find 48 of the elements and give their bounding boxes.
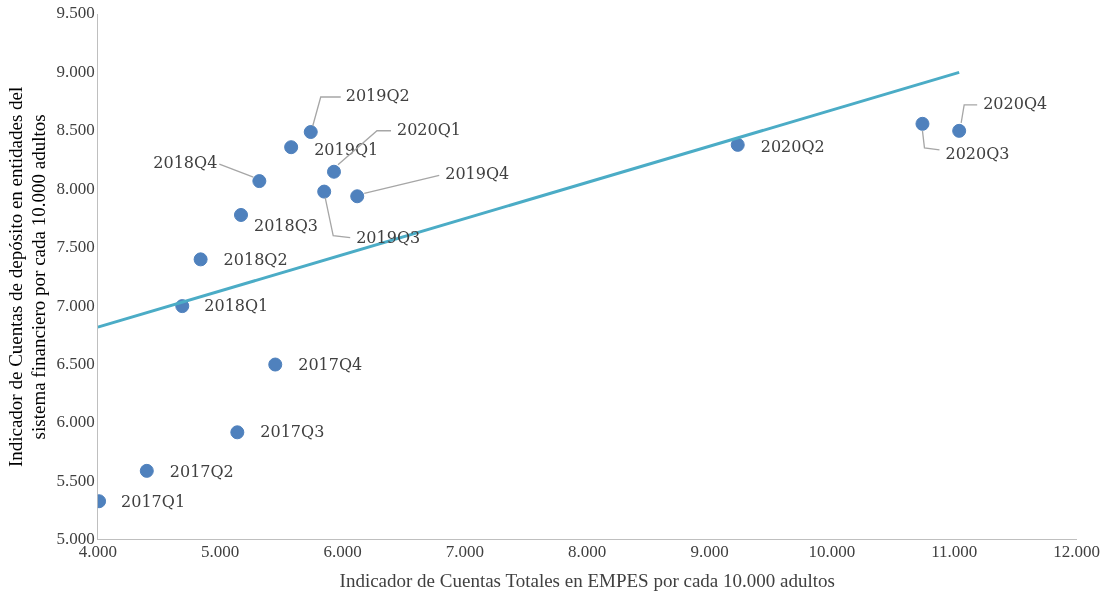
- x-tick-label: 11.000: [931, 542, 978, 562]
- annotation: 2020Q3: [945, 143, 1010, 163]
- x-tick-label: 6.000: [323, 542, 362, 562]
- point: [326, 164, 341, 179]
- x-tick-label: 7.000: [445, 542, 485, 562]
- point: [268, 357, 283, 372]
- x-tick-label: 12.000: [1053, 542, 1100, 562]
- y-tick-label: 6.000: [56, 412, 95, 432]
- annotation: 2020Q4: [983, 94, 1048, 113]
- point: [303, 125, 318, 140]
- y-tick-label: 8.000: [56, 178, 95, 198]
- point: [193, 252, 208, 267]
- annotation: 2017Q3: [260, 422, 325, 442]
- x-tick-label: 9.000: [690, 542, 729, 562]
- point: [139, 463, 154, 478]
- annotation: 2017Q1: [121, 492, 186, 512]
- point: [350, 189, 365, 204]
- y-tick-label: 7.500: [56, 237, 95, 257]
- annotation: 2019Q4: [445, 164, 510, 184]
- y-tick-label: 9.000: [56, 61, 95, 81]
- annotation: 2017Q2: [169, 462, 234, 482]
- annotation: 2018Q3: [254, 216, 319, 236]
- x-axis-title: Indicador de Cuentas Totales en EMPES por cada 10.000 adultos: [339, 569, 835, 591]
- y-tick-label: 7.000: [56, 295, 95, 315]
- point: [284, 140, 299, 155]
- y-tick-label: 8.500: [56, 120, 95, 140]
- point: [317, 184, 332, 199]
- point: [230, 425, 245, 440]
- annotation: 2020Q2: [760, 137, 825, 157]
- x-tick-label: 8.000: [568, 542, 607, 562]
- point: [915, 116, 930, 131]
- annotation: 2018Q1: [204, 296, 269, 316]
- annotation: 2018Q2: [223, 249, 288, 269]
- annotation: 2017Q4: [298, 354, 363, 374]
- point: [952, 123, 967, 138]
- point: [252, 174, 267, 189]
- annotation: 2018Q4: [153, 153, 218, 173]
- x-tick-label: 10.000: [808, 542, 856, 562]
- annotation: 2020Q1: [396, 119, 461, 139]
- point: [234, 207, 248, 222]
- y-tick-label: 6.500: [56, 354, 95, 373]
- point: [730, 137, 745, 152]
- y-axis-title: Indicador de Cuentas de depósito en entidades del sistema financiero por cada 10.000 adultos: [5, 86, 50, 468]
- annotation: 2019Q2: [345, 86, 410, 106]
- y-tick-label: 5.500: [56, 470, 95, 490]
- annotation: 2019Q1: [314, 140, 379, 160]
- y-tick-label: 9.500: [56, 3, 95, 23]
- x-tick-label: 5.000: [201, 542, 240, 562]
